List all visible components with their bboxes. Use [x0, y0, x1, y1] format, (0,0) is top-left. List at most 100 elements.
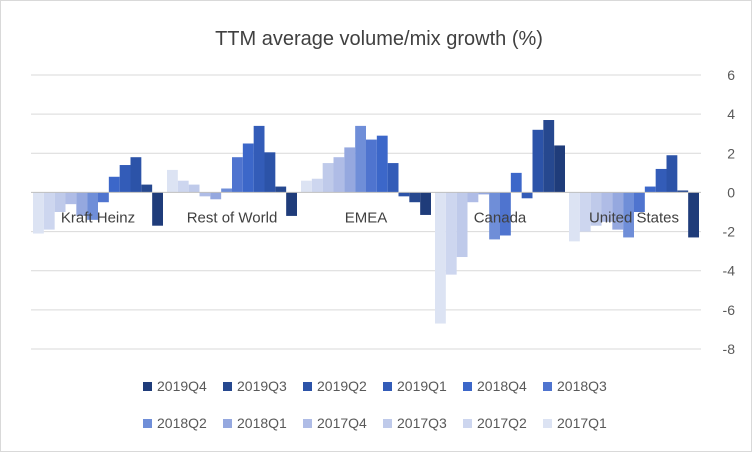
bar-2019q4-rest-of-world: [286, 192, 297, 216]
legend-swatch: [543, 419, 552, 428]
legend-swatch: [303, 382, 312, 391]
bar-2017q4-united-states: [601, 192, 613, 222]
legend-label: 2019Q1: [397, 378, 447, 394]
legend-label: 2017Q4: [317, 415, 367, 431]
bar-2019q1-canada: [521, 192, 533, 199]
bar-2018q2-emea: [355, 125, 366, 193]
bar-2017q4-emea: [333, 157, 345, 193]
legend-item-2018q3: 2018Q3: [543, 378, 607, 394]
chart-title: TTM average volume/mix growth (%): [215, 28, 543, 50]
bar-2019q4-canada: [554, 145, 565, 193]
bar-2019q4-kraft-heinz: [152, 192, 163, 226]
bar-2019q1-rest-of-world: [253, 125, 265, 193]
bar-2018q3-united-states: [634, 192, 645, 212]
y-tick-label: -6: [723, 302, 736, 318]
bar-2019q4-emea: [420, 192, 431, 215]
legend-swatch: [143, 382, 152, 391]
bar-2018q4-canada: [510, 172, 522, 193]
legend-item-2019q2: 2019Q2: [303, 378, 367, 394]
bar-2019q2-rest-of-world: [264, 152, 276, 193]
bar-2017q3-canada: [456, 192, 468, 258]
bar-2018q2-united-states: [623, 192, 634, 238]
bar-2017q4-kraft-heinz: [65, 192, 77, 205]
legend-item-2019q1: 2019Q1: [383, 378, 447, 394]
legend-item-2018q2: 2018Q2: [143, 415, 207, 431]
bar-2017q4-rest-of-world: [199, 192, 211, 197]
bar-2019q3-rest-of-world: [275, 186, 287, 193]
bar-2019q3-kraft-heinz: [141, 184, 153, 193]
bar-2017q2-rest-of-world: [177, 180, 189, 193]
legend-item-2017q4: 2017Q4: [303, 415, 367, 431]
category-label: Rest of World: [187, 209, 278, 226]
bar-2018q3-rest-of-world: [232, 157, 243, 193]
bar-2017q1-emea: [301, 180, 312, 193]
legend-label: 2017Q2: [477, 415, 527, 431]
bar-2018q2-canada: [489, 192, 500, 240]
bar-2018q3-canada: [500, 192, 511, 236]
bar-2017q1-canada: [435, 192, 446, 324]
bar-2019q4-united-states: [688, 192, 699, 238]
legend-label: 2018Q4: [477, 378, 527, 394]
legend-swatch: [303, 419, 312, 428]
legend-item-2017q1: 2017Q1: [543, 415, 607, 431]
legend-swatch: [223, 382, 232, 391]
legend: 2019Q4 2019Q3 2019Q2 2019Q1 2018Q4 2018Q3 2018…: [143, 378, 607, 431]
bar-2018q1-canada: [478, 192, 490, 195]
bar-2019q2-kraft-heinz: [130, 157, 142, 193]
legend-item-2019q4: 2019Q4: [143, 378, 207, 394]
bar-2018q3-kraft-heinz: [98, 192, 109, 203]
bar-2018q1-emea: [344, 147, 356, 193]
y-tick-label: 0: [727, 184, 735, 200]
legend-swatch: [223, 419, 232, 428]
bar-2017q2-kraft-heinz: [43, 192, 55, 230]
legend-swatch: [543, 382, 552, 391]
bar-2017q4-canada: [467, 192, 479, 203]
bar-2017q2-canada: [445, 192, 457, 275]
bar-2019q2-emea: [398, 192, 410, 197]
y-tick-label: 6: [727, 67, 735, 83]
category-label: EMEA: [345, 209, 388, 226]
y-tick-label: 4: [727, 106, 735, 122]
bar-2018q2-rest-of-world: [221, 188, 232, 193]
bar-2018q4-kraft-heinz: [108, 176, 120, 193]
legend-label: 2018Q2: [157, 415, 207, 431]
legend-label: 2019Q3: [237, 378, 287, 394]
bar-2018q3-emea: [366, 139, 377, 193]
bar-2017q3-kraft-heinz: [54, 192, 66, 212]
category-label: Kraft Heinz: [61, 209, 135, 226]
bar-2018q4-rest-of-world: [242, 143, 254, 193]
bar-2017q3-united-states: [590, 192, 602, 226]
bar-2018q1-kraft-heinz: [76, 192, 88, 216]
y-axis-tick-labels: -8 -6 -4 -2 0 2 4 6: [723, 67, 736, 357]
legend-swatch: [463, 419, 472, 428]
bar-2017q2-emea: [311, 178, 323, 193]
bar-2017q2-united-states: [579, 192, 591, 232]
legend-swatch: [463, 382, 472, 391]
legend-item-2018q4: 2018Q4: [463, 378, 527, 394]
bar-2019q3-united-states: [677, 190, 689, 193]
legend-label: 2017Q3: [397, 415, 447, 431]
y-tick-label: -2: [723, 224, 736, 240]
bar-2018q1-rest-of-world: [210, 192, 222, 200]
legend-label: 2017Q1: [557, 415, 607, 431]
bar-2018q4-emea: [376, 135, 388, 193]
bar-2017q1-rest-of-world: [167, 169, 178, 193]
legend-label: 2019Q2: [317, 378, 367, 394]
category-labels: Kraft Heinz Rest of World EMEA Canada United…: [61, 209, 679, 226]
legend-item-2017q2: 2017Q2: [463, 415, 527, 431]
legend-item-2019q3: 2019Q3: [223, 378, 287, 394]
legend-item-2017q3: 2017Q3: [383, 415, 447, 431]
category-label: Canada: [474, 209, 527, 226]
y-tick-label: 2: [727, 145, 735, 161]
legend-item-2018q1: 2018Q1: [223, 415, 287, 431]
bars-group: [33, 120, 699, 324]
bar-2017q3-rest-of-world: [188, 184, 200, 193]
bar-2018q2-kraft-heinz: [87, 192, 98, 220]
bar-2017q1-united-states: [569, 192, 580, 242]
bar-2019q1-united-states: [655, 168, 667, 193]
legend-label: 2019Q4: [157, 378, 207, 394]
legend-swatch: [383, 419, 392, 428]
bar-2017q3-emea: [322, 163, 334, 193]
